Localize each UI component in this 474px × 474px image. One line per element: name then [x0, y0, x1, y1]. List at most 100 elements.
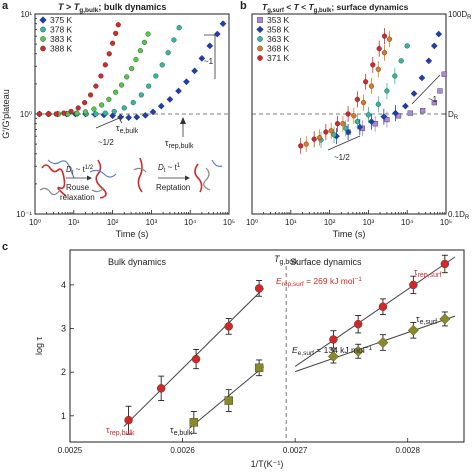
panel-a-chain-cartoon-mid: [89, 159, 117, 199]
data-point: [124, 415, 133, 425]
panel-b: b Tg,surf < T < Tg,bulk; surface dynamic…: [240, 0, 472, 239]
data-point: [98, 102, 105, 108]
panel-c-data: [124, 254, 451, 435]
y-tick-label: 3: [61, 324, 66, 334]
data-point: [157, 102, 165, 110]
x-tick-label: 10⁰: [29, 218, 41, 227]
panel-a-chain-cartoon-right: [133, 157, 147, 193]
data-point: [354, 118, 360, 125]
data-point: [430, 42, 438, 50]
data-point: [156, 384, 166, 393]
data-point: [327, 350, 339, 362]
y-tick-label: 1: [61, 411, 66, 421]
data-point: [377, 337, 389, 348]
data-point: [343, 125, 349, 131]
data-point: [82, 109, 89, 115]
data-point: [146, 83, 152, 89]
x-tick-label: 10⁵: [440, 218, 452, 227]
data-point: [189, 418, 199, 427]
data-point: [409, 280, 418, 290]
y-tick-label: 2: [61, 367, 66, 377]
data-point: [381, 33, 388, 39]
x-tick-label: 10³: [146, 218, 158, 227]
fit-line: [294, 315, 456, 373]
panel-a-tau-rep-label: τrep,bulk: [165, 138, 194, 150]
data-point: [381, 50, 388, 56]
x-tick-label: 0.0025: [58, 446, 83, 455]
panel-a-slope-one-guide: [204, 34, 216, 79]
panel-label-b: b: [240, 0, 247, 12]
data-point: [61, 110, 67, 116]
data-point: [75, 105, 81, 111]
legend-label: 358 K: [267, 25, 290, 35]
data-point: [440, 259, 450, 269]
data-point: [407, 324, 419, 336]
data-point: [380, 113, 388, 121]
data-point: [93, 111, 99, 117]
panel-c-tg-bulk-label: Tg,bulk: [274, 254, 299, 266]
data-point: [425, 57, 433, 65]
data-point: [130, 100, 136, 106]
data-point: [363, 79, 369, 85]
data-point: [370, 62, 376, 68]
data-point: [354, 96, 360, 102]
data-point: [224, 322, 233, 331]
data-point: [133, 113, 141, 121]
data-point: [398, 58, 404, 64]
panel-a-rouse-label-1: Rouse: [66, 183, 90, 192]
data-point: [102, 110, 108, 116]
legend-label: 368 K: [267, 44, 290, 54]
panel-a-data: [36, 20, 227, 122]
right-tick-label: 0.1DR: [448, 210, 470, 221]
data-point: [353, 319, 363, 329]
data-point: [93, 83, 99, 89]
panel-c-region-surface: Surface dynamics: [290, 257, 362, 267]
data-point: [404, 43, 410, 49]
panel-c: c 0.0025 0.0026 0.0027 0.0028 1 2 3 4 1/T(K⁻¹)…: [2, 241, 465, 469]
data-point: [376, 46, 382, 52]
legend-marker: [40, 45, 46, 52]
data-point: [224, 396, 233, 405]
panel-b-slope-one-guide: [411, 74, 441, 105]
data-point: [68, 108, 74, 115]
panel-a-chain-cartoon-left: [39, 159, 75, 197]
data-point: [53, 111, 59, 117]
panel-a-chain-cartoon-far: [194, 159, 223, 193]
panel-b-x-ticks: 10⁰ 10¹ 10² 10³ 10⁴ 10⁵: [246, 210, 452, 227]
data-point: [352, 345, 364, 357]
data-point: [206, 42, 214, 50]
legend-marker: [257, 36, 263, 42]
data-point: [98, 73, 104, 79]
panel-b-title: Tg,surf < T < Tg,bulk; surface dynamics: [262, 2, 409, 14]
data-point: [219, 20, 227, 28]
data-point: [360, 100, 367, 106]
panel-c-ylabel: log τ: [34, 337, 44, 356]
x-tick-label: 10³: [363, 218, 375, 227]
data-point: [138, 92, 144, 98]
panel-a-slope-half: ~1/2: [98, 138, 114, 147]
x-tick-label: 10²: [107, 218, 119, 227]
data-point: [36, 111, 43, 117]
data-point: [124, 74, 130, 80]
panel-a-reptation-label: Reptation: [156, 183, 190, 192]
x-tick-label: 10⁰: [246, 218, 258, 227]
data-point: [145, 31, 151, 37]
panel-c-e-rep-annotation: Erep,surf = 269 kJ mol−1: [276, 276, 362, 288]
right-tick-label: DR: [448, 110, 459, 121]
data-point: [153, 73, 159, 79]
data-point: [392, 109, 399, 117]
data-point: [118, 82, 125, 88]
panel-a-law-half: Dt ~ t1/2: [66, 165, 94, 176]
panel-c-x-ticks: 0.0025 0.0026 0.0027 0.0028: [58, 438, 420, 455]
x-tick-label: 0.0027: [283, 446, 308, 455]
y-tick-label: 10⁰: [20, 110, 32, 119]
data-point: [386, 36, 393, 42]
data-point: [345, 111, 351, 117]
data-point: [102, 62, 108, 68]
panel-a-tau-e-pointer: [119, 119, 123, 124]
data-point: [368, 83, 375, 89]
data-point: [82, 100, 88, 106]
panel-b-data: [298, 28, 447, 154]
data-point: [159, 62, 165, 68]
